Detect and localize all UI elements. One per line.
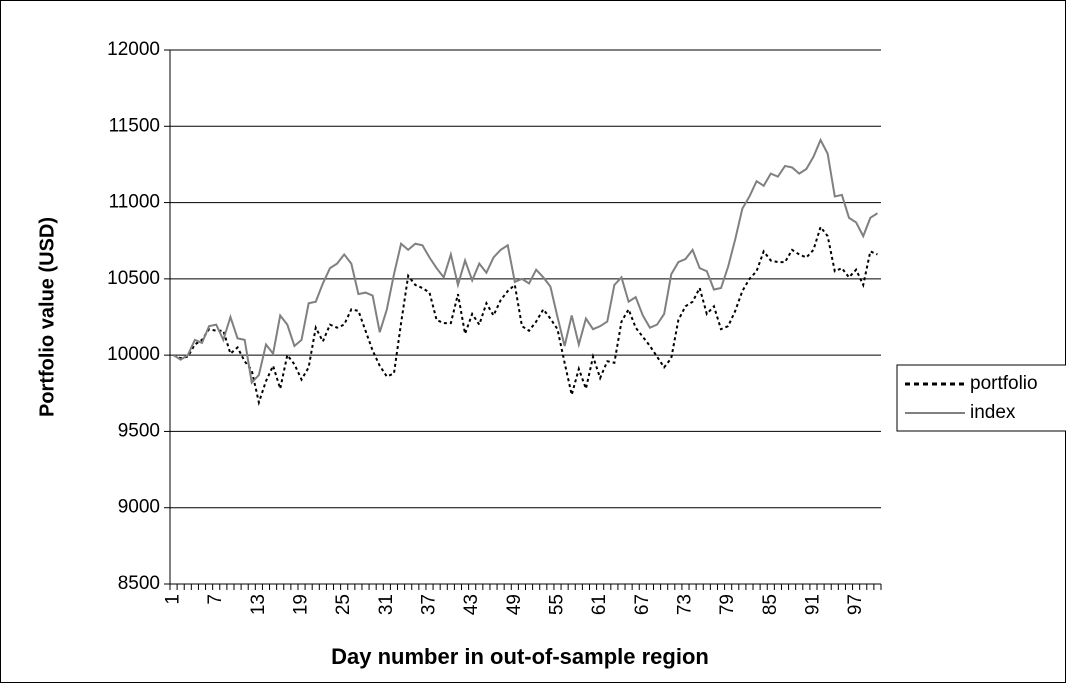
y-tick-label: 9000 <box>118 497 160 518</box>
y-axis-title: Portfolio value (USD) <box>36 217 58 417</box>
x-tick-label: 55 <box>547 594 568 615</box>
x-tick-label: 97 <box>845 594 866 615</box>
x-tick-label: 37 <box>419 594 440 615</box>
x-tick-label: 31 <box>376 594 397 615</box>
x-tick-label: 91 <box>802 594 823 615</box>
x-tick-label: 19 <box>291 594 312 615</box>
x-tick-label: 7 <box>205 594 226 605</box>
y-tick-label: 12000 <box>107 39 160 60</box>
series-line <box>173 137 878 385</box>
x-tick-label: 73 <box>674 594 695 615</box>
x-tick-label: 43 <box>461 594 482 615</box>
x-tick-label: 13 <box>248 594 269 615</box>
y-tick-label: 11000 <box>109 192 160 213</box>
y-tick-label: 11500 <box>109 115 160 136</box>
y-tick-label: 8500 <box>118 573 160 594</box>
x-tick-label: 1 <box>163 594 184 605</box>
x-tick-label: 67 <box>632 594 653 615</box>
y-tick-label: 9500 <box>118 420 160 441</box>
x-tick-label: 61 <box>589 594 610 615</box>
legend-label: portfolio <box>970 373 1038 394</box>
y-tick-label: 10500 <box>107 268 160 289</box>
y-tick-label: 10000 <box>107 344 160 365</box>
x-tick-label: 85 <box>760 594 781 615</box>
x-axis-title: Day number in out-of-sample region <box>331 644 709 669</box>
plot-area <box>170 50 881 584</box>
x-tick-label: 79 <box>717 594 738 615</box>
x-tick-label: 49 <box>504 594 525 615</box>
legend-label: index <box>970 402 1016 423</box>
legend-box <box>896 364 1066 432</box>
x-tick-label: 25 <box>333 594 354 615</box>
